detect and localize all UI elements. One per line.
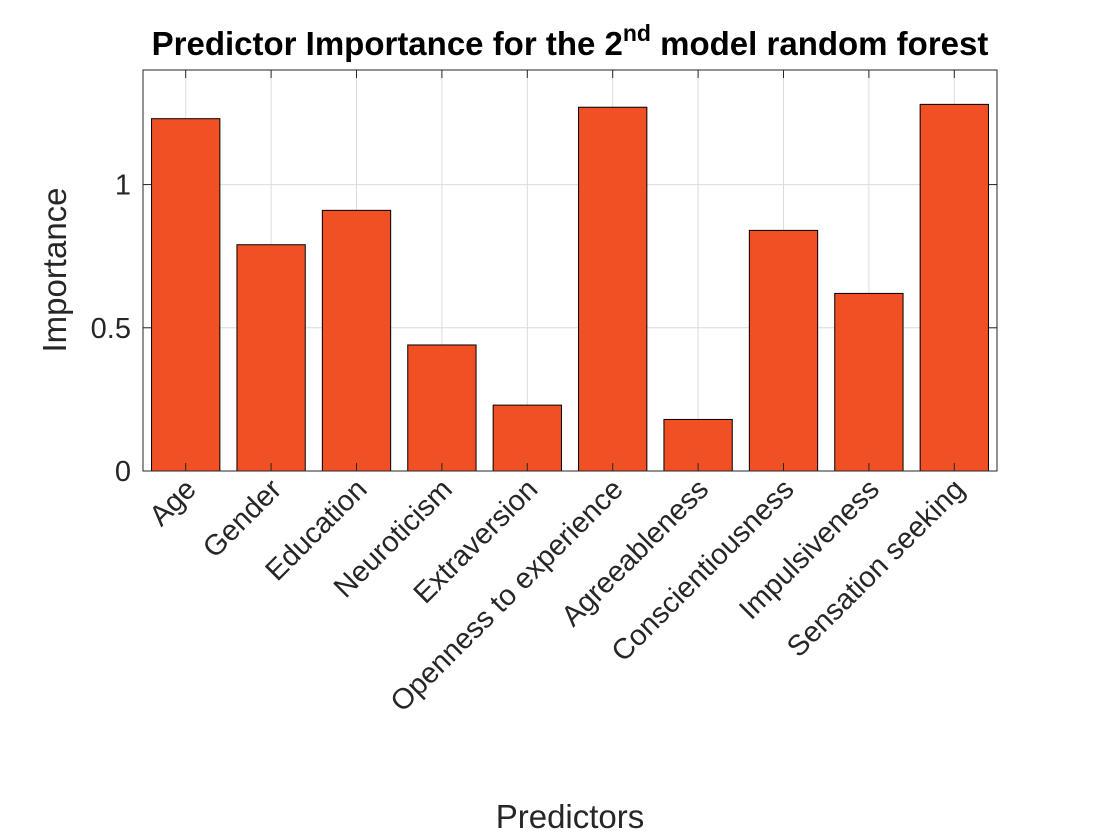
y-axis-label: Importance	[36, 187, 73, 352]
bar-education	[321, 209, 392, 472]
y-axis-ticks: 00.51	[91, 170, 997, 488]
x-tick-label: Age	[144, 473, 203, 532]
bar-neuroticism	[407, 344, 477, 472]
bar-extraversion	[492, 404, 562, 472]
y-tick-label: 1	[115, 170, 131, 202]
chart-title-superscript: nd	[623, 20, 651, 46]
y-tick-label: 0.5	[91, 313, 131, 345]
bar-openness-to-experience	[578, 106, 648, 472]
chart-title-suffix: model random forest	[651, 25, 988, 62]
x-axis-label: Predictors	[496, 798, 645, 835]
bar-conscientiousness	[748, 229, 819, 472]
bar-sensation-seeking	[919, 103, 989, 472]
bar-age	[151, 118, 221, 472]
y-tick-label: 0	[115, 456, 131, 488]
bar-impulsiveness	[834, 292, 904, 472]
bar-agreeableness	[663, 418, 733, 472]
axes-box	[142, 69, 998, 472]
x-tick-label: Agreeableness	[556, 473, 715, 632]
bars	[151, 103, 989, 472]
bar-gender	[236, 244, 306, 472]
chart-title: Predictor Importance for the 2nd model r…	[152, 20, 989, 62]
